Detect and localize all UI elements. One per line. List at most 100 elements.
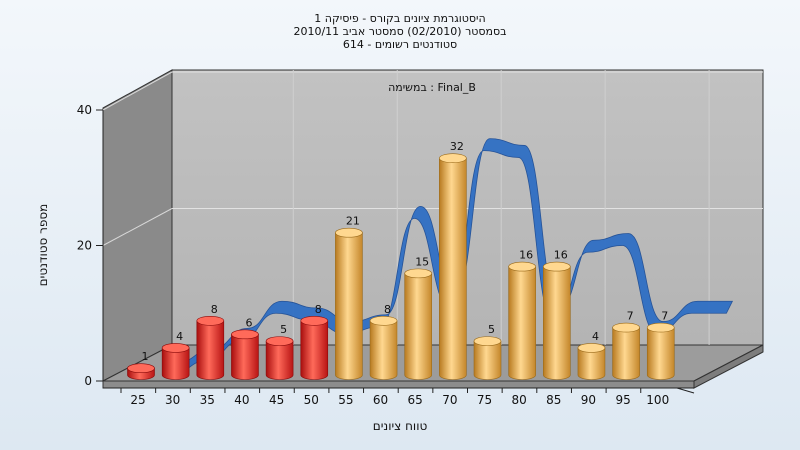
bar-35	[196, 315, 225, 380]
bar-cap	[404, 268, 433, 279]
bar-50	[300, 315, 329, 380]
data-label-50: 8	[315, 303, 322, 316]
bar-60	[369, 315, 398, 380]
x-tick-label-75: 75	[477, 393, 492, 407]
bar-body	[543, 266, 571, 380]
grid-lines	[102, 70, 763, 345]
bar-body	[473, 340, 502, 380]
x-tick-label-70: 70	[442, 393, 457, 407]
bar-95	[612, 322, 640, 380]
bar-body	[646, 327, 675, 380]
x-tick-label-50: 50	[304, 393, 319, 407]
chart-title-line-3: סטודנטים רשומים - 614	[343, 38, 457, 51]
bar-55	[335, 227, 363, 380]
data-label-35: 8	[211, 303, 218, 316]
bar-cap	[231, 329, 259, 340]
x-tick-label-65: 65	[408, 393, 423, 407]
bar-cap	[196, 315, 225, 326]
bar-85	[542, 261, 571, 380]
bar-100	[646, 322, 675, 380]
data-label-95: 7	[627, 310, 634, 323]
bar-body	[265, 340, 294, 380]
data-label-100: 7	[661, 310, 668, 323]
data-label-40: 6	[245, 316, 252, 329]
bar-25	[127, 363, 155, 380]
chart-back-wall	[171, 69, 764, 346]
data-label-90: 4	[592, 330, 599, 343]
y-axis: 0 20 40	[77, 103, 104, 388]
bar-body	[196, 320, 225, 380]
y-tick-label-20: 20	[77, 239, 92, 253]
bar-body	[369, 320, 398, 380]
chart-annotation: במשימה : Final_B	[388, 81, 476, 94]
chart-title-line-2: בסמסטר (02/2010) סמסטר אביב 2010/11	[293, 25, 506, 38]
bar-cap	[335, 227, 363, 238]
bar-body	[404, 273, 432, 380]
bar-cap	[369, 315, 398, 326]
data-label-70: 32	[450, 140, 464, 153]
data-label-30: 4	[176, 330, 183, 343]
x-tick-label-30: 30	[165, 393, 180, 407]
data-label-75: 5	[488, 323, 495, 336]
bar-90	[577, 343, 606, 380]
bar-body	[300, 320, 329, 380]
bars	[127, 153, 675, 380]
bar-cap	[161, 343, 190, 353]
x-tick	[676, 387, 695, 394]
data-label-25: 1	[142, 350, 149, 363]
bar-cap	[300, 315, 329, 326]
bar-cap	[127, 363, 155, 374]
y-axis-title: מספר סטודנטים	[36, 204, 50, 287]
bar-body	[577, 347, 606, 380]
data-label-60: 8	[384, 303, 391, 316]
x-tick-label-100: 100	[646, 393, 669, 407]
chart-title-line-1: היסטוגרמת ציונים בקורס - פיסיקה 1	[314, 12, 485, 25]
grid-line-side	[102, 71, 173, 111]
data-label-85: 16	[554, 249, 568, 262]
x-tick-label-35: 35	[200, 393, 215, 407]
x-tick-label-95: 95	[615, 393, 630, 407]
data-label-45: 5	[280, 323, 287, 336]
bar-cap	[473, 336, 502, 346]
bar-body	[612, 327, 640, 380]
y-tick-label-40: 40	[77, 103, 92, 117]
bar-body	[508, 266, 536, 380]
bar-body	[439, 157, 467, 380]
bar-cap	[439, 153, 467, 163]
bar-cap	[646, 322, 675, 333]
bar-45	[265, 336, 294, 380]
data-labels: 1 4 8 6 5 8 21 8 15 32 5 16 16 4 7 7	[142, 140, 669, 363]
data-label-55: 21	[346, 215, 360, 228]
bar-75	[473, 336, 502, 380]
x-axis: 25 30 35 40 45 50 55 60 65 70 75 80 85 90 95 100	[103, 387, 695, 407]
x-tick-label-60: 60	[373, 393, 388, 407]
x-tick-label-45: 45	[269, 393, 284, 407]
bar-cap	[577, 343, 606, 353]
x-tick-label-40: 40	[234, 393, 249, 407]
x-tick-label-55: 55	[338, 393, 353, 407]
data-label-65: 15	[415, 255, 429, 268]
y-tick-label-0: 0	[84, 374, 92, 388]
bar-cap	[508, 261, 536, 272]
bar-body	[231, 334, 259, 380]
bar-65	[404, 268, 433, 380]
bar-cap	[265, 336, 294, 346]
x-tick-label-90: 90	[581, 393, 596, 407]
grid-line-side	[102, 208, 173, 246]
bar-80	[508, 261, 536, 380]
bar-70	[439, 153, 467, 380]
chart-left-wall	[102, 69, 173, 382]
bar-body	[335, 232, 363, 380]
x-axis-title: טווח ציונים	[373, 419, 428, 433]
bar-cap	[542, 261, 571, 272]
x-tick-label-25: 25	[130, 393, 145, 407]
x-tick-label-85: 85	[546, 393, 561, 407]
data-label-80: 16	[519, 249, 533, 262]
bar-40	[231, 329, 259, 380]
bar-30	[161, 343, 190, 380]
bar-cap	[612, 322, 640, 333]
x-tick-label-80: 80	[512, 393, 527, 407]
chart-front-base	[102, 380, 695, 389]
